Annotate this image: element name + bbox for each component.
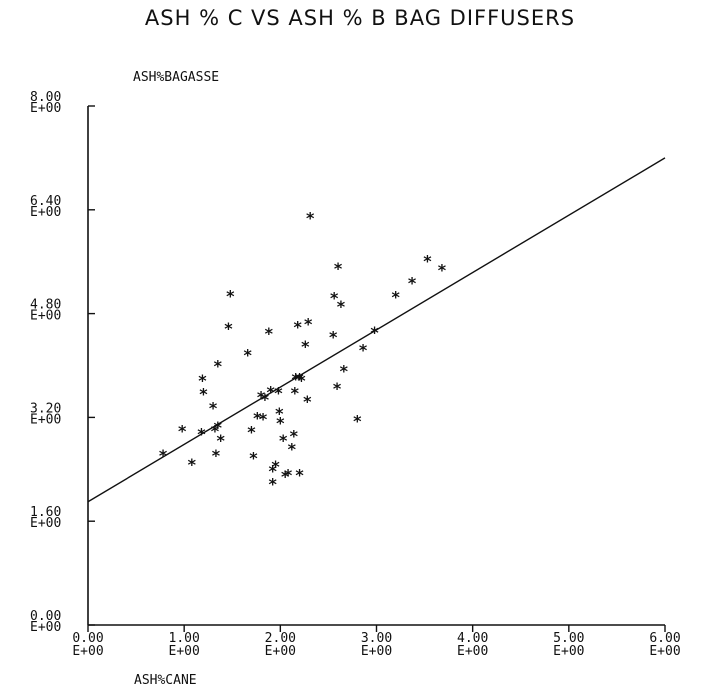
data-point: *: [353, 412, 362, 431]
data-point: *: [284, 465, 293, 484]
data-point: *: [209, 399, 218, 418]
data-point: *: [306, 209, 315, 228]
data-point: *: [198, 371, 207, 390]
data-point: *: [303, 392, 312, 411]
data-point: *: [295, 465, 304, 484]
chart-title: ASH % C VS ASH % B BAG DIFFUSERS: [144, 6, 576, 30]
data-point: *: [276, 414, 285, 433]
data-point: *: [243, 345, 252, 364]
data-point: *: [214, 357, 223, 376]
y-tick-exponent: E+00: [30, 205, 61, 220]
x-tick-exponent: E+00: [72, 644, 103, 659]
data-point: *: [214, 418, 223, 437]
y-axis-label: ASH%BAGASSE: [133, 70, 219, 85]
data-point: *: [304, 314, 313, 333]
x-tick-label: 0.00: [72, 631, 103, 646]
y-tick-exponent: E+00: [30, 620, 61, 635]
y-tick-label: 3.20: [30, 401, 61, 416]
regression-line: [87, 157, 666, 503]
data-point: *: [279, 431, 288, 450]
x-tick-exponent: E+00: [169, 644, 200, 659]
data-point: *: [295, 369, 304, 388]
x-tick-label: 1.00: [169, 631, 200, 646]
data-point: *: [217, 431, 226, 450]
fit-line: [87, 157, 666, 503]
x-tick-label: 6.00: [649, 631, 680, 646]
y-tick-label: 0.00: [30, 609, 61, 624]
data-point: *: [188, 455, 197, 474]
data-point: *: [359, 340, 368, 359]
data-point: *: [329, 327, 338, 346]
data-point: *: [423, 251, 432, 270]
data-point: *: [274, 384, 283, 403]
y-tick-label: 6.40: [30, 194, 61, 209]
data-point: *: [330, 288, 339, 307]
y-tick-label: 8.00: [30, 90, 61, 105]
data-point: *: [297, 371, 306, 390]
y-tick-label: 4.80: [30, 298, 61, 313]
x-tick-exponent: E+00: [361, 644, 392, 659]
data-point: *: [226, 286, 235, 305]
data-point: *: [265, 324, 274, 343]
data-point: *: [340, 362, 349, 381]
data-point: *: [438, 260, 447, 279]
data-point: *: [408, 273, 417, 292]
data-point: *: [178, 421, 187, 440]
data-point: *: [197, 425, 206, 444]
data-point: *: [249, 449, 258, 468]
data-point: *: [224, 319, 233, 338]
data-point: *: [159, 446, 168, 465]
data-point: *: [292, 369, 301, 388]
y-tick-exponent: E+00: [30, 101, 61, 116]
y-tick-label: 1.60: [30, 505, 61, 520]
data-point: *: [257, 388, 266, 407]
y-tick-exponent: E+00: [30, 309, 61, 324]
axes: [87, 105, 666, 632]
data-point: *: [301, 337, 310, 356]
data-point: *: [247, 423, 256, 442]
x-tick-label: 2.00: [265, 631, 296, 646]
data-point: *: [212, 446, 221, 465]
data-point: *: [259, 410, 268, 429]
data-point: *: [337, 297, 346, 316]
data-point: *: [334, 259, 343, 278]
data-point: *: [288, 440, 297, 459]
x-tick-label: 4.00: [457, 631, 488, 646]
data-point: *: [268, 462, 277, 481]
data-point: *: [290, 427, 299, 446]
x-tick-exponent: E+00: [457, 644, 488, 659]
y-tick-exponent: E+00: [30, 516, 61, 531]
x-axis-label: ASH%CANE: [134, 673, 197, 688]
x-tick-exponent: E+00: [553, 644, 584, 659]
data-point: *: [291, 384, 300, 403]
tick-labels: 0.00E+001.00E+002.00E+003.00E+004.00E+00…: [30, 90, 681, 659]
x-tick-label: 5.00: [553, 631, 584, 646]
data-point: *: [275, 404, 284, 423]
data-point: *: [370, 323, 379, 342]
data-points: ****************************************…: [159, 209, 447, 494]
data-point: *: [199, 384, 208, 403]
x-tick-exponent: E+00: [649, 644, 680, 659]
data-point: *: [261, 390, 270, 409]
data-point: *: [281, 467, 290, 486]
data-point: *: [392, 288, 401, 307]
x-tick-exponent: E+00: [265, 644, 296, 659]
data-point: *: [271, 457, 280, 476]
data-point: *: [333, 379, 342, 398]
data-point: *: [293, 318, 302, 337]
data-point: *: [253, 408, 262, 427]
data-point: *: [211, 421, 220, 440]
data-point: *: [268, 475, 277, 494]
y-tick-exponent: E+00: [30, 412, 61, 427]
data-point: *: [267, 382, 276, 401]
x-tick-label: 3.00: [361, 631, 392, 646]
